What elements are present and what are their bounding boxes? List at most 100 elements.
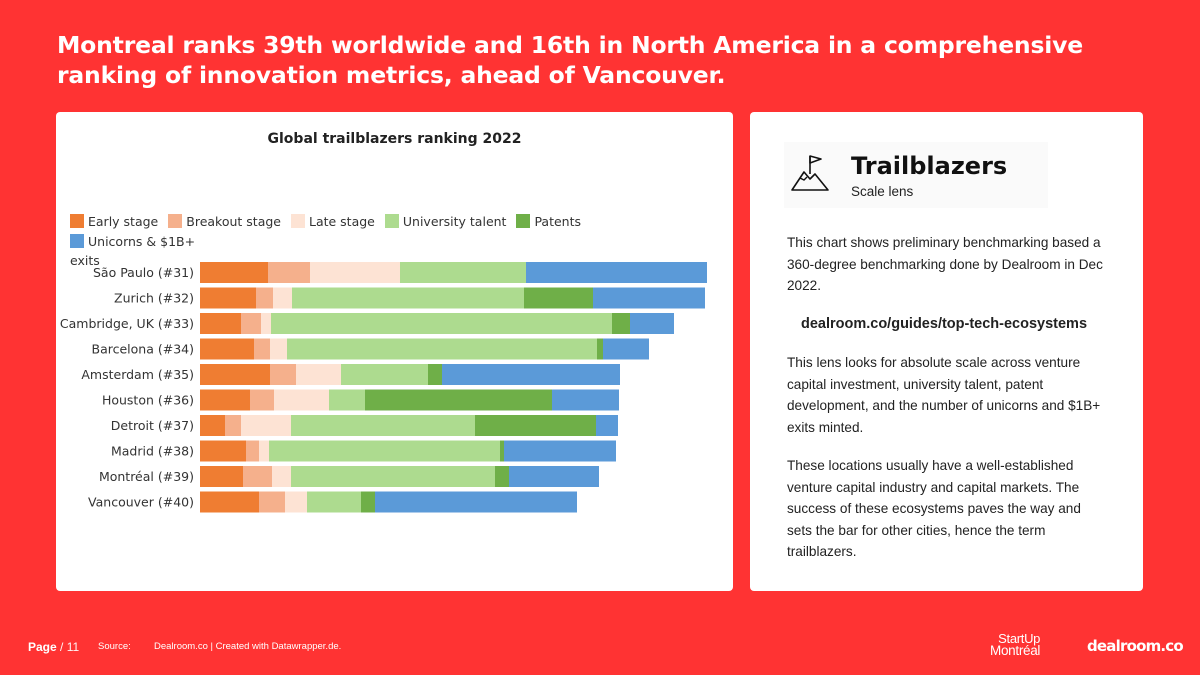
category-label: Vancouver (#40): [88, 495, 194, 510]
source-link[interactable]: dealroom.co/guides/top-tech-ecosystems: [800, 315, 1088, 332]
category-label: Montréal (#39): [99, 469, 194, 484]
legend-item: University talent: [384, 212, 507, 232]
legend-swatch: [168, 214, 183, 228]
bar-segment: [509, 466, 599, 487]
bar-segment: [246, 440, 259, 462]
info-paragraph-3: These locations usually have a well-esta…: [787, 458, 1081, 559]
bar-segment: [241, 313, 261, 334]
legend-item: Early stage: [70, 212, 158, 232]
bar-segment: [603, 338, 649, 360]
bar-segment: [200, 338, 254, 360]
startup-logo-line1: StartUp: [998, 631, 1041, 646]
bar-segment: [287, 338, 597, 360]
page-total: / 11: [56, 640, 80, 654]
info-body: This chart shows preliminary benchmarkin…: [787, 232, 1109, 580]
legend-label: Early stage: [88, 214, 159, 229]
legend-swatch: [70, 234, 84, 248]
bar-segment: [200, 287, 256, 309]
category-label: Madrid (#38): [111, 444, 194, 459]
info-card: Trailblazers Scale lens This chart shows…: [750, 112, 1143, 591]
bar-segment: [630, 313, 674, 334]
legend-item: Patents: [516, 212, 581, 232]
bar-segment: [274, 389, 329, 411]
dealroom-logo: dealroom.co: [1087, 637, 1184, 655]
bar-segment: [250, 389, 274, 411]
category-label: Amsterdam (#35): [81, 367, 194, 382]
category-label: São Paulo (#31): [93, 265, 194, 280]
bar-segment: [291, 415, 475, 436]
legend-swatch: [290, 214, 305, 228]
bar-segment: [341, 364, 428, 385]
bar-segment: [200, 262, 268, 283]
page-label: Page: [28, 640, 57, 654]
bar-segment: [428, 364, 442, 385]
bar-segment: [270, 364, 296, 385]
legend-swatch: [384, 214, 399, 228]
bar-segment: [291, 466, 495, 487]
stacked-bar-chart: São Paulo (#31) Zurich (#32) Cambridge, UK…: [60, 262, 707, 513]
bar-segment: [200, 466, 243, 487]
bar-segment: [596, 415, 618, 436]
chart-title: Global trailblazers ranking 2022: [267, 131, 522, 147]
bar-segment: [612, 313, 630, 334]
source-label: Source:: [98, 641, 131, 652]
bar-segment: [495, 466, 509, 487]
bar-segment: [259, 440, 269, 462]
bar-segment: [270, 338, 287, 360]
chart-legend: Early stage Breakout stage Late stage Unive…: [70, 212, 710, 271]
bar-segment: [268, 262, 310, 283]
info-paragraph-1: This chart shows preliminary benchmarkin…: [787, 235, 1103, 293]
legend-label: Late stage: [308, 214, 375, 229]
bar-segment: [400, 262, 526, 283]
bar-segment: [552, 389, 619, 411]
legend-swatch: [516, 214, 531, 228]
footer: Page / 11 Source: Dealroom.co | Created …: [28, 640, 341, 654]
chart-card: Global trailblazers ranking 2022 Early s…: [56, 112, 733, 591]
bar-segment: [593, 287, 705, 309]
bar-segment: [329, 389, 365, 411]
bar-segment: [285, 491, 307, 513]
bar-segment: [200, 389, 250, 411]
lens-title: Trailblazers: [851, 152, 1008, 180]
bar-segment: [500, 440, 504, 462]
bar-segment: [259, 491, 285, 513]
category-label: Detroit (#37): [111, 418, 194, 433]
legend-item: Late stage: [290, 212, 375, 232]
legend-label: Breakout stage: [186, 214, 281, 229]
bar-segment: [272, 466, 291, 487]
bar-segment: [475, 415, 596, 436]
startup-montreal-logo: StartUp Montréal: [990, 631, 1041, 658]
bar-segment: [200, 313, 241, 334]
category-label: Houston (#36): [102, 393, 194, 408]
bar-segment: [256, 287, 273, 309]
bar-segment: [526, 262, 707, 283]
source-text: Dealroom.co | Created with Datawrapper.d…: [154, 641, 342, 652]
bar-segment: [261, 313, 271, 334]
legend-label: University talent: [402, 214, 507, 229]
bar-segment: [307, 491, 361, 513]
bar-segment: [269, 440, 500, 462]
bar-segment: [296, 364, 341, 385]
bar-segment: [241, 415, 291, 436]
bar-segment: [310, 262, 400, 283]
lens-subtitle: Scale lens: [851, 184, 914, 199]
category-label: Barcelona (#34): [92, 342, 194, 357]
bar-segment: [273, 287, 292, 309]
bar-segment: [524, 287, 593, 309]
bar-segment: [200, 415, 225, 436]
page-headline: Montreal ranks 39th worldwide and 16th i…: [57, 31, 1083, 89]
bar-segment: [225, 415, 241, 436]
bar-segment: [243, 466, 272, 487]
mountain-flag-icon: [791, 155, 829, 191]
legend-item: Breakout stage: [168, 212, 281, 232]
bar-segment: [375, 491, 577, 513]
bar-segment: [504, 440, 616, 462]
legend-swatch: [70, 214, 84, 228]
bar-segment: [365, 389, 552, 411]
bar-segment: [254, 338, 270, 360]
category-label: Cambridge, UK (#33): [60, 316, 194, 331]
bar-segment: [200, 491, 259, 513]
bar-segment: [271, 313, 612, 334]
startup-logo-line2: Montréal: [990, 643, 1041, 658]
legend-label: Patents: [534, 214, 582, 229]
